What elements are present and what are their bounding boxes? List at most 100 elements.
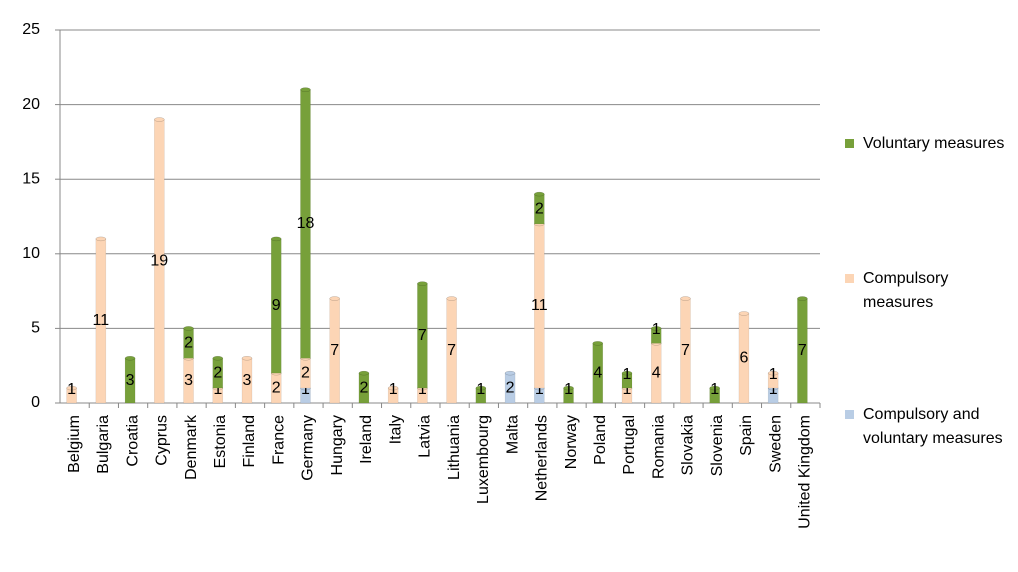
y-tick-label: 25 <box>22 21 40 38</box>
data-label: 2 <box>506 379 515 396</box>
data-label: 1 <box>564 381 573 398</box>
y-tick-label: 5 <box>31 320 40 337</box>
x-tick-label: Cyprus <box>154 415 171 466</box>
data-label: 11 <box>531 297 548 314</box>
data-label: 2 <box>184 335 193 352</box>
data-label: 19 <box>150 252 168 269</box>
bar-cap <box>680 296 691 301</box>
data-label: 1 <box>623 366 632 383</box>
data-label: 1 <box>389 381 398 398</box>
data-label: 4 <box>652 364 661 381</box>
x-tick-label: Norway <box>563 415 580 469</box>
x-tick-label: Slovenia <box>709 415 726 476</box>
bar-cap <box>563 385 574 391</box>
bar-cap <box>270 236 282 242</box>
data-label: 3 <box>126 372 135 389</box>
data-label: 18 <box>297 215 315 232</box>
x-tick-label: Sweden <box>767 415 784 473</box>
bar-cap <box>241 355 253 361</box>
legend-item: Voluntary measures <box>845 132 1015 156</box>
legend-swatch <box>845 274 854 283</box>
bar-cap <box>446 296 457 301</box>
x-tick-label: Slovakia <box>680 415 697 476</box>
bar-cap <box>212 355 224 361</box>
data-label: 9 <box>272 297 281 314</box>
x-tick-label: France <box>270 415 287 465</box>
x-tick-label: United Kingdom <box>797 415 814 529</box>
data-label: 1 <box>710 381 719 398</box>
legend-label: Compulsory and voluntary measures <box>863 406 1003 447</box>
bar-cap <box>95 236 107 242</box>
bar-cap <box>183 326 194 331</box>
data-label: 7 <box>681 342 690 359</box>
bar-cap <box>329 296 340 301</box>
x-tick-label: Lithuania <box>446 415 463 480</box>
data-label: 1 <box>652 321 661 338</box>
x-tick-label: Estonia <box>212 415 229 468</box>
x-tick-label: Latvia <box>417 415 434 458</box>
data-label: 7 <box>447 342 456 359</box>
data-label: 2 <box>535 200 544 217</box>
data-label: 2 <box>272 379 281 396</box>
data-label: 1 <box>301 381 310 398</box>
data-label: 3 <box>184 372 193 389</box>
x-tick-label: Netherlands <box>534 415 551 501</box>
x-tick-label: Spain <box>738 415 755 456</box>
bar-cap <box>738 311 750 316</box>
x-tick-label: Italy <box>387 415 404 444</box>
x-tick-label: Ireland <box>358 415 375 464</box>
data-label: 11 <box>93 312 110 329</box>
bar-cap <box>650 326 662 331</box>
data-label: 2 <box>213 364 222 381</box>
x-tick-label: Belgium <box>66 415 83 473</box>
bar-cap <box>387 385 399 391</box>
x-tick-label: Denmark <box>183 414 200 480</box>
data-label: 1 <box>213 381 222 398</box>
data-label: 2 <box>301 364 310 381</box>
data-label: 7 <box>798 342 807 359</box>
data-label: 7 <box>330 342 339 359</box>
x-tick-label: Croatia <box>124 415 141 467</box>
bar-cap <box>66 385 77 391</box>
data-label: 1 <box>769 381 778 398</box>
y-tick-label: 10 <box>22 245 40 262</box>
data-label: 1 <box>623 381 632 398</box>
legend-item: Compulsory measures <box>845 267 1015 315</box>
bar-cap <box>621 370 633 376</box>
legend-item: Compulsory and voluntary measures <box>845 403 1015 451</box>
x-tick-label: Portugal <box>621 415 638 475</box>
x-tick-label: Luxembourg <box>475 415 492 504</box>
legend-swatch <box>845 139 854 148</box>
bar-cap <box>534 191 545 197</box>
bar-cap <box>592 341 604 346</box>
x-tick-label: Bulgaria <box>95 415 112 474</box>
bar-cap <box>154 117 165 122</box>
x-tick-label: Poland <box>592 415 609 465</box>
y-tick-label: 0 <box>31 394 40 411</box>
legend-swatch <box>845 410 854 419</box>
bar-cap <box>709 385 720 391</box>
x-tick-label: Romania <box>650 415 667 479</box>
bar-cap <box>504 370 516 376</box>
data-label: 1 <box>476 381 485 398</box>
data-label: 3 <box>243 372 252 389</box>
bar-cap <box>767 370 779 376</box>
data-label: 1 <box>769 366 778 383</box>
data-label: 1 <box>418 381 427 398</box>
x-tick-label: Finland <box>241 415 258 467</box>
data-label: 4 <box>593 364 602 381</box>
data-label: 1 <box>535 381 544 398</box>
bar-cap <box>358 370 370 376</box>
bar-cap <box>300 87 311 92</box>
x-tick-label: Germany <box>300 415 317 481</box>
bar-cap <box>797 296 808 301</box>
bar-cap <box>124 355 136 361</box>
legend-label: Compulsory measures <box>863 270 949 311</box>
legend-label: Voluntary measures <box>863 135 1005 152</box>
y-tick-label: 15 <box>22 170 40 187</box>
data-label: 2 <box>359 379 368 396</box>
x-tick-label: Hungary <box>329 415 346 475</box>
x-tick-label: Malta <box>504 415 521 454</box>
